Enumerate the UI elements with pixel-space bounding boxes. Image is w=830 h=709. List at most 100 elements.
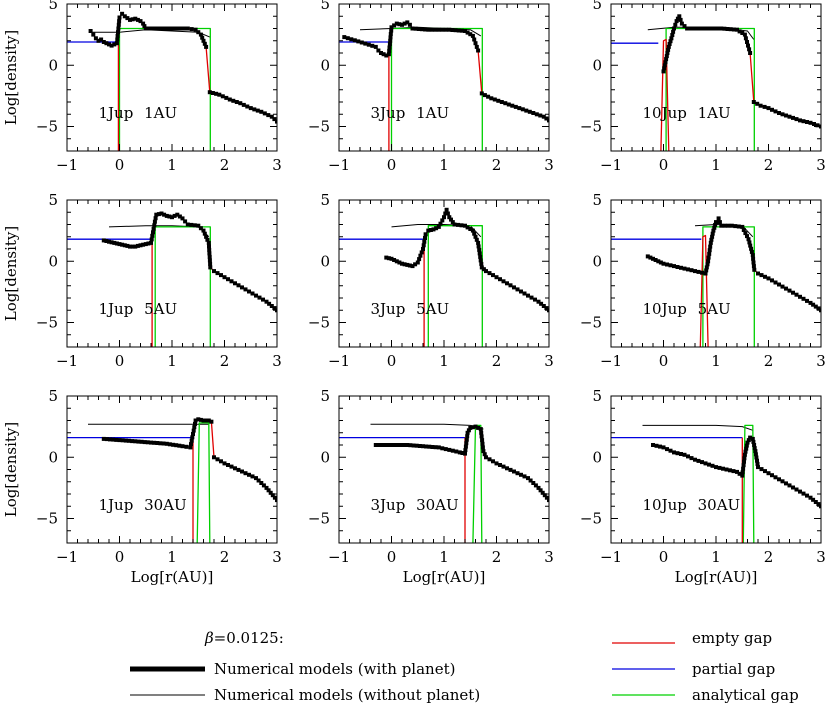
numeric-point	[392, 23, 397, 28]
panel-frame	[66, 199, 278, 348]
panel-4: −1 0 1 2 3 5 0 −5 1Jup 5AU Log[density]	[2, 191, 282, 370]
numeric-point	[388, 38, 393, 43]
numeric-point	[653, 258, 658, 262]
numeric-point	[522, 474, 527, 479]
numeric-point	[209, 419, 214, 424]
numeric-point	[750, 436, 755, 441]
numeric-point	[231, 98, 236, 103]
numeric-point	[762, 104, 767, 109]
numeric-point	[117, 15, 122, 20]
numeric-point	[419, 250, 424, 255]
numeric-point	[651, 443, 655, 447]
numeric-point	[397, 260, 402, 265]
numeric-point	[261, 297, 265, 302]
numeric-point	[426, 228, 431, 233]
numeric-point	[489, 96, 494, 101]
numeric-point	[189, 438, 194, 443]
numeric-point	[107, 42, 111, 47]
numeric-point	[668, 448, 673, 453]
numeric-point	[198, 32, 203, 37]
x-tick-label: 0	[659, 548, 669, 566]
numeric-point	[742, 456, 747, 461]
numeric-point	[149, 240, 153, 245]
numeric-point	[777, 282, 781, 287]
numeric-point	[706, 255, 711, 260]
panel-9: −1 0 1 2 3 5 0 −5 10Jup 30AU Log[r(AU)]	[580, 387, 826, 586]
numeric-point	[474, 237, 479, 242]
numeric-point	[172, 213, 177, 218]
y-tick-label: 0	[320, 56, 330, 74]
numeric-point	[117, 19, 122, 24]
numeric-point	[120, 242, 125, 247]
numeric-point	[669, 36, 674, 41]
numeric-point	[508, 467, 513, 472]
legend-label-partial: partial gap	[692, 660, 775, 678]
numeric-point	[476, 240, 481, 245]
numeric-point	[519, 472, 523, 477]
numeric-point	[139, 439, 144, 444]
numeric-point	[269, 304, 274, 308]
numeric-point	[742, 452, 747, 457]
numeric-point	[700, 460, 704, 465]
numeric-point	[259, 481, 264, 485]
numeric-point	[162, 26, 167, 31]
numeric-point	[751, 260, 756, 265]
numeric-point	[431, 227, 436, 232]
numeric-point	[816, 306, 821, 311]
numeric-point	[405, 443, 410, 447]
numeric-point	[152, 223, 157, 228]
numeric-point	[443, 211, 448, 216]
numeric-point	[450, 220, 455, 225]
numeric-point	[192, 425, 197, 430]
numeric-point	[812, 122, 816, 126]
numeric-point	[183, 219, 188, 224]
numeric-point	[152, 440, 157, 445]
numeric-point	[257, 295, 262, 300]
numeric-point	[465, 225, 470, 230]
numeric-point	[476, 425, 481, 430]
numeric-point	[447, 447, 452, 452]
numeric-point	[731, 469, 736, 474]
numeric-point	[754, 455, 759, 460]
numeric-point	[120, 11, 125, 16]
numeric-point	[664, 57, 669, 62]
numeric-point	[505, 466, 509, 471]
numeric-point	[707, 248, 712, 253]
numeric-point	[484, 455, 488, 460]
numeric-point	[146, 26, 151, 31]
numeric-point	[272, 117, 277, 122]
numeric-point	[104, 239, 109, 243]
numeric-point	[544, 306, 549, 311]
numeric-point	[463, 448, 468, 453]
numeric-point	[208, 261, 213, 266]
numeric-point	[784, 481, 788, 486]
x-tick-label: 2	[492, 548, 502, 566]
numeric-point	[388, 35, 393, 40]
x-tick-label: 0	[115, 156, 125, 174]
numeric-point	[743, 231, 748, 236]
numeric-point	[538, 488, 543, 493]
numeric-point	[484, 269, 488, 274]
numeric-point	[542, 493, 547, 498]
numeric-point	[482, 452, 487, 457]
numeric-point	[123, 438, 128, 443]
numeric-point	[130, 439, 135, 444]
numeric-point	[196, 417, 201, 422]
series-empty-gap-profile	[704, 217, 821, 311]
numeric-point	[658, 260, 663, 265]
numeric-point	[366, 42, 371, 47]
numeric-point	[811, 497, 816, 502]
numeric-point	[108, 437, 112, 442]
numeric-point	[111, 437, 116, 442]
numeric-point	[379, 51, 383, 55]
numeric-point	[498, 277, 502, 282]
numeric-point	[255, 108, 260, 113]
numeric-point	[519, 289, 523, 294]
numeric-point	[424, 444, 429, 449]
numeric-point	[704, 268, 709, 273]
numeric-point	[755, 461, 760, 466]
numeric-point	[175, 212, 180, 217]
numeric-point	[756, 465, 760, 470]
numeric-point	[749, 249, 754, 254]
numeric-point	[407, 22, 412, 27]
